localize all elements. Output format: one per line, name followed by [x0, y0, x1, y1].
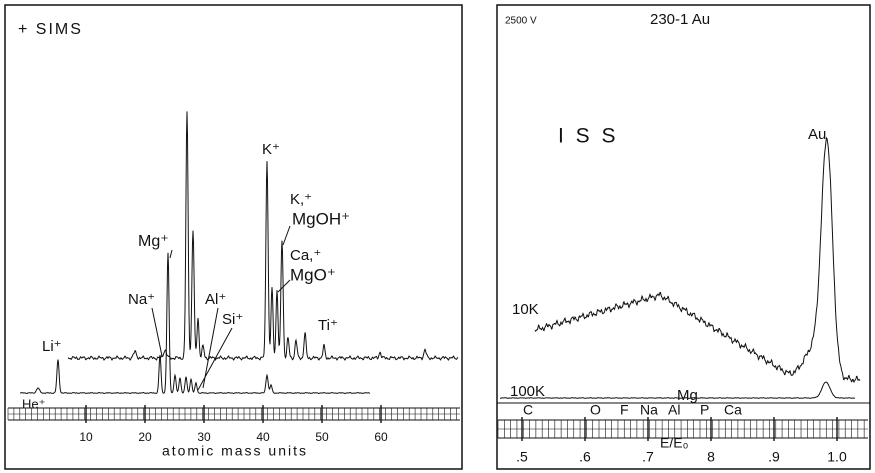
annotation: Ca,⁺ [290, 247, 321, 264]
annotation: K,⁺ [290, 191, 312, 208]
element-label: P [700, 402, 709, 418]
x-tick-label: 40 [256, 430, 270, 444]
x-tick-label: .7 [642, 449, 654, 465]
annotation: MgOH⁺ [292, 209, 350, 228]
x-tick-label: 30 [197, 430, 211, 444]
annotation: Na⁺ [128, 291, 155, 308]
spectrum-trace [67, 111, 459, 361]
spectrum-trace [500, 381, 856, 399]
annotation: Al⁺ [205, 291, 226, 308]
subtitle: 2500 V [505, 16, 537, 27]
right-panel [496, 4, 871, 470]
sims-plot: + SIMS atomic mass units He⁺ Li⁺ Na⁺ Mg⁺… [7, 21, 460, 459]
annotation: Si⁺ [222, 311, 243, 328]
x-tick-label: 8 [707, 449, 715, 465]
x-tick-label: 10 [79, 430, 93, 444]
iss-plot: 2500 V 230-1 Au I S S Au 10K 100K Mg E/E… [497, 11, 870, 465]
annotation: I S S [558, 125, 619, 148]
title: 230-1 Au [650, 11, 710, 28]
annotation: Li⁺ [42, 338, 62, 355]
element-label: Na [640, 402, 658, 418]
x-tick-label: 50 [315, 430, 329, 444]
annotation: MgO⁺ [290, 265, 336, 284]
x-axis-label: E/E₀ [660, 435, 689, 451]
element-label: Ca [724, 402, 742, 418]
x-tick-label: .5 [516, 449, 528, 465]
spectrum-trace [534, 136, 861, 384]
x-tick-label: .6 [579, 449, 591, 465]
left-panel [4, 4, 463, 470]
spectrum-trace [20, 252, 371, 395]
x-tick-label: 20 [138, 430, 152, 444]
element-label: C [523, 402, 533, 418]
element-label: F [620, 402, 629, 418]
annotation: Au [808, 126, 826, 143]
x-axis-label: atomic mass units [162, 443, 308, 459]
annotation: Mg⁺ [138, 233, 169, 250]
x-tick-label: 1.0 [827, 449, 847, 465]
annotation: 100K [510, 383, 545, 400]
element-label: Al [668, 402, 680, 418]
annotation: Mg [677, 387, 698, 404]
annotation: 10K [512, 301, 539, 318]
element-label: O [590, 402, 601, 418]
title: + SIMS [18, 21, 83, 38]
annotation: K⁺ [262, 141, 280, 158]
annotation: Ti⁺ [318, 317, 338, 334]
x-tick-label: .9 [768, 449, 780, 465]
x-tick-label: 60 [374, 430, 388, 444]
